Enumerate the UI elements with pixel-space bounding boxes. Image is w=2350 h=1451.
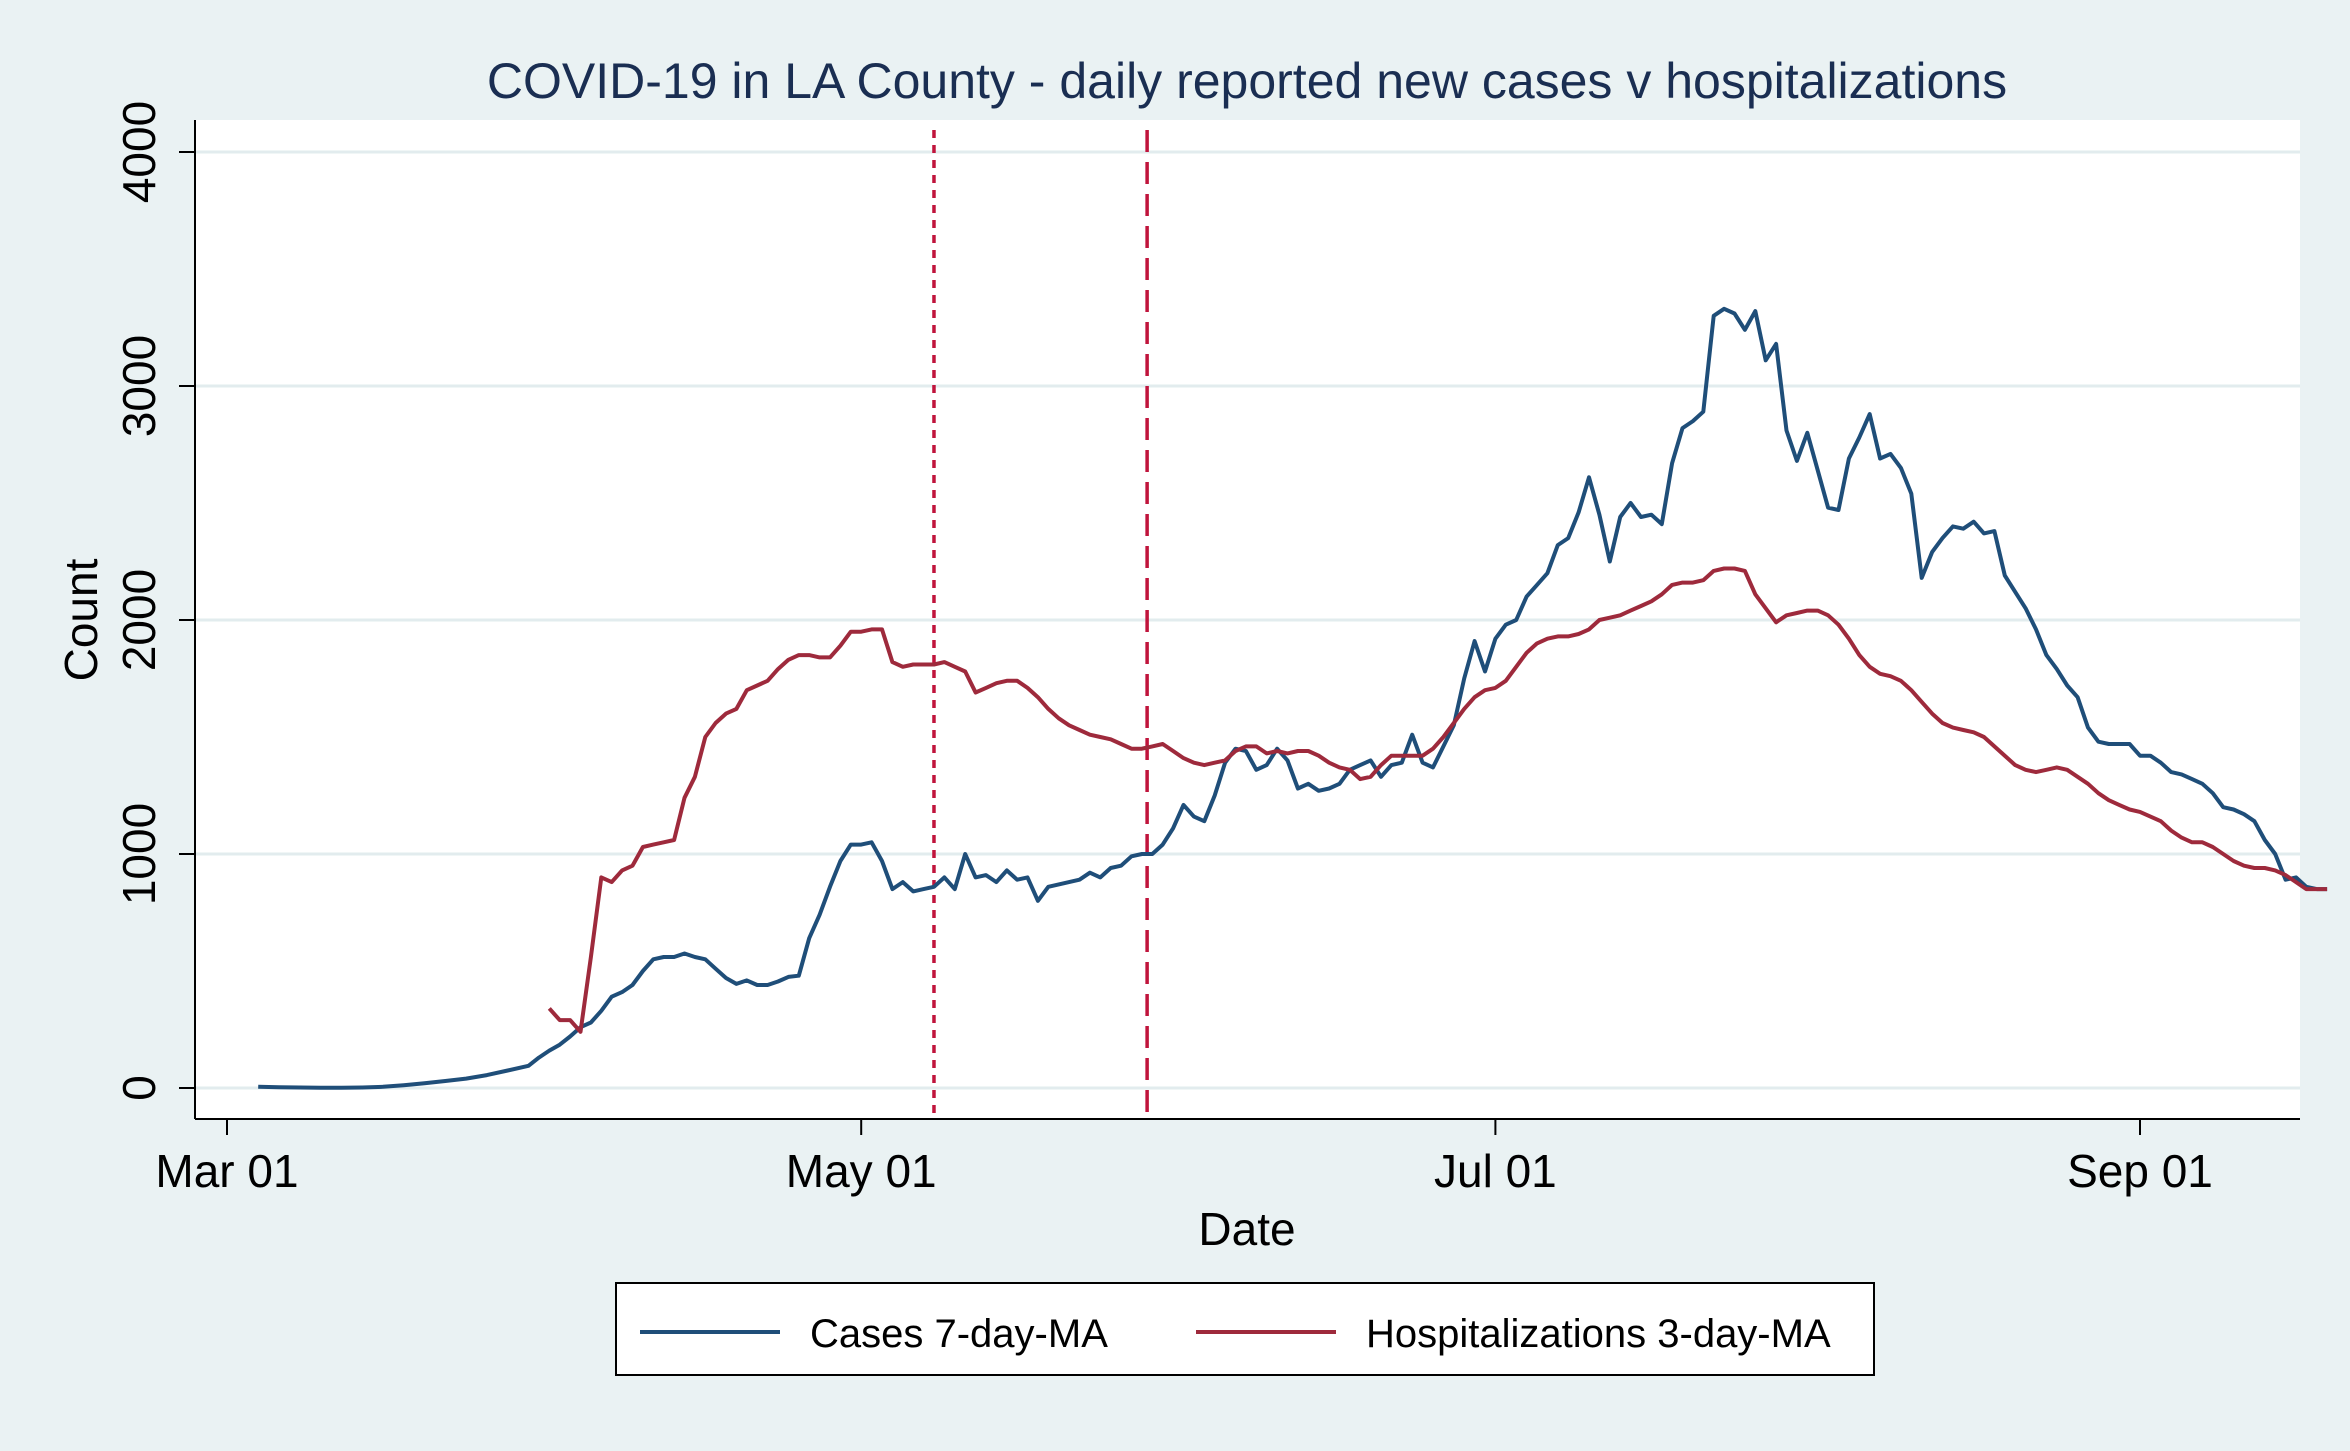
x-tick-label: Jul 01	[1434, 1145, 1557, 1197]
y-axis-label: Count	[55, 558, 107, 681]
legend-box	[615, 1282, 1875, 1376]
legend-label-cases: Cases 7-day-MA	[810, 1312, 1108, 1356]
series-line-cases	[258, 306, 2328, 1090]
y-tick-label-0: 0	[113, 1075, 165, 1101]
reference-lines	[932, 130, 1149, 1119]
y-tick-label-3000: 3000	[113, 335, 165, 437]
y-tick-label-1000: 1000	[113, 803, 165, 905]
grid-lines	[195, 150, 2300, 1090]
legend: Cases 7-day-MA Hospitalizations 3-day-MA	[615, 1282, 1875, 1376]
x-tick-label: Mar 01	[155, 1145, 298, 1197]
series-lines	[258, 306, 2328, 1090]
series-line-hospitalizations	[547, 566, 2328, 1034]
x-tick-label: May 01	[786, 1145, 937, 1197]
x-tick-label: Sep 01	[2067, 1145, 2213, 1197]
y-tick-label-4000: 4000	[113, 101, 165, 203]
axes: 0 1000 2000 3000 4000 Mar 01 May 01 Jul 01 Sep 0…	[113, 101, 2300, 1197]
chart-title: COVID-19 in LA County - daily reported n…	[487, 53, 2007, 109]
x-axis-label: Date	[1198, 1203, 1295, 1255]
legend-label-hospitalizations: Hospitalizations 3-day-MA	[1366, 1312, 1831, 1356]
y-tick-label-2000: 2000	[113, 569, 165, 671]
